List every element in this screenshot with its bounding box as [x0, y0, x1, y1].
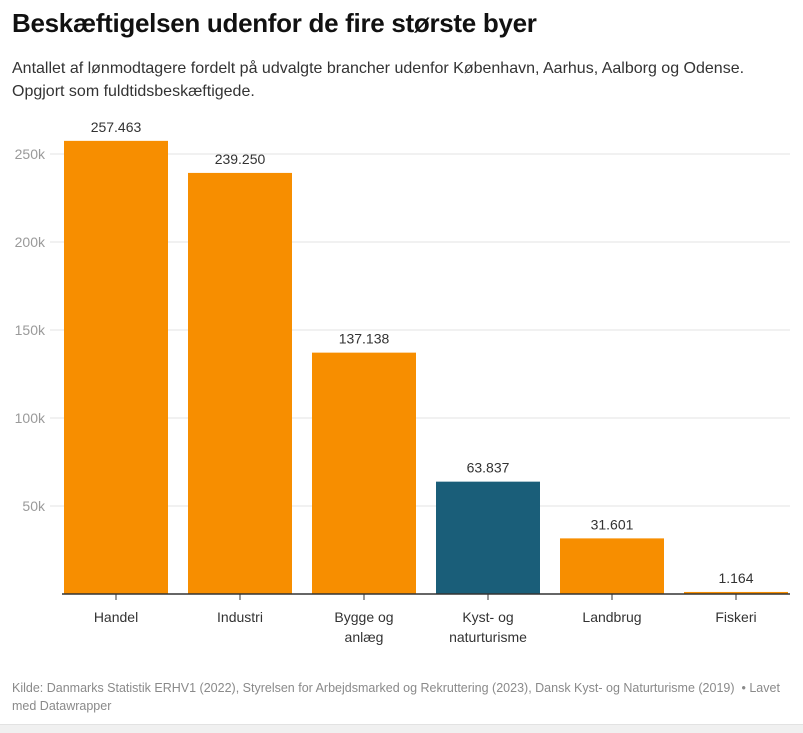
datawrapper-link[interactable]: Lavet med Datawrapper	[12, 681, 780, 713]
bar-chart: 50k 100k 150k 200k 250k 257.463 Handel 239.250 I…	[15, 119, 790, 645]
y-tick-label: 150k	[15, 322, 46, 338]
bar	[684, 591, 788, 594]
y-tick-label: 50k	[22, 498, 46, 514]
footer-band	[0, 724, 803, 733]
x-tick-label: Bygge og	[334, 609, 393, 625]
separator-dot: •	[738, 681, 750, 695]
x-tick-label: Handel	[94, 609, 138, 625]
x-tick-label: Landbrug	[582, 609, 641, 625]
y-tick-label: 250k	[15, 146, 46, 162]
x-tick-label: Industri	[217, 609, 263, 625]
chart-subtitle: Antallet af lønmodtagere fordelt på udva…	[12, 60, 745, 100]
bar	[312, 352, 416, 594]
chart-title: Beskæftigelsen udenfor de fire største b…	[12, 8, 537, 38]
bar	[188, 172, 292, 595]
x-tick-label: anlæg	[345, 629, 384, 645]
value-label: 137.138	[339, 331, 390, 347]
value-label: 31.601	[591, 516, 634, 532]
bar	[64, 140, 168, 595]
bar	[560, 538, 664, 594]
value-label: 257.463	[91, 119, 142, 135]
x-tick-label: naturturisme	[449, 629, 527, 645]
y-tick-label: 200k	[15, 234, 46, 250]
value-label: 239.250	[215, 151, 266, 167]
y-tick-label: 100k	[15, 410, 46, 426]
value-label: 63.837	[467, 460, 510, 476]
source-text: Kilde: Danmarks Statistik ERHV1 (2022), …	[12, 681, 735, 695]
value-label: 1.164	[718, 570, 753, 586]
x-tick-label: Kyst- og	[462, 609, 513, 625]
x-tick-label: Fiskeri	[715, 609, 756, 625]
source-note: Kilde: Danmarks Statistik ERHV1 (2022), …	[12, 679, 797, 715]
bar	[436, 481, 540, 594]
